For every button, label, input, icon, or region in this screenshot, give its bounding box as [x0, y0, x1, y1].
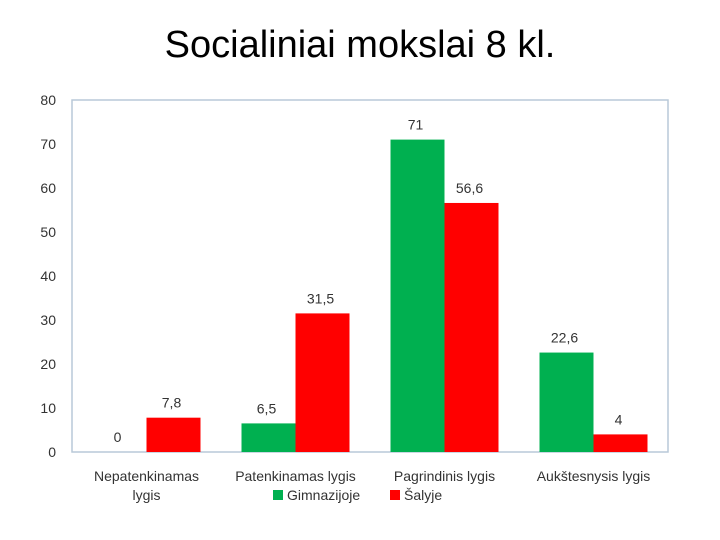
data-label: 7,8: [162, 395, 182, 411]
y-tick-label: 0: [48, 444, 56, 460]
bars: [146, 139, 648, 452]
bar-gimnazijoje-2: [390, 139, 445, 452]
x-tick-label: Pagrindinis lygis: [394, 468, 495, 484]
x-tick-label: Aukštesnysis lygis: [537, 468, 651, 484]
legend-label: Gimnazijoje: [287, 487, 360, 503]
x-tick-label: Patenkinamas lygis: [235, 468, 356, 484]
bar--alyje-3: [593, 434, 648, 452]
legend-swatch: [273, 490, 283, 500]
legend: Gimnazijoje Šalyje: [273, 487, 442, 503]
bar--alyje-2: [444, 202, 499, 452]
x-tick-label: Nepatenkinamas: [94, 468, 199, 484]
y-axis: 0 10 20 30 40 50 60 70 80: [40, 92, 56, 460]
y-tick-label: 80: [40, 92, 56, 108]
data-label: 31,5: [307, 290, 334, 306]
data-label: 6,5: [257, 400, 277, 416]
y-tick-label: 10: [40, 400, 56, 416]
data-label: 56,6: [456, 180, 483, 196]
data-label: 0: [114, 429, 122, 445]
y-tick-label: 70: [40, 136, 56, 152]
y-tick-label: 40: [40, 268, 56, 284]
data-label: 71: [408, 117, 424, 133]
x-tick-label: lygis: [132, 487, 160, 503]
y-tick-label: 30: [40, 312, 56, 328]
bar--alyje-1: [295, 313, 350, 452]
data-label: 4: [615, 411, 623, 427]
legend-label: Šalyje: [404, 487, 442, 503]
y-tick-label: 60: [40, 180, 56, 196]
plot-area-border: [71, 99, 669, 453]
bar-gimnazijoje-3: [539, 352, 594, 452]
data-label: 22,6: [551, 330, 578, 346]
data-labels: 0 7,8 6,5 31,5 71 56,6 22,6 4: [114, 117, 623, 445]
legend-swatch: [390, 490, 400, 500]
page-title: Socialiniai mokslai 8 kl.: [164, 24, 556, 66]
y-tick-label: 50: [40, 224, 56, 240]
bar-gimnazijoje-1: [241, 423, 296, 452]
bar--alyje-0: [146, 417, 201, 452]
x-axis: Nepatenkinamas lygis Patenkinamas lygis Pag…: [94, 468, 650, 503]
y-tick-label: 20: [40, 356, 56, 372]
